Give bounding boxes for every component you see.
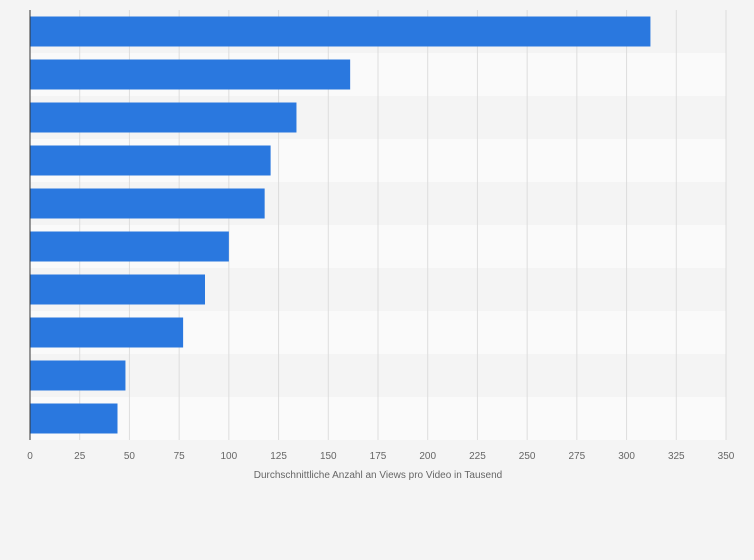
x-tick-label: 25 [74, 451, 86, 462]
bar [30, 16, 651, 47]
x-tick-label: 250 [519, 451, 536, 462]
bar [30, 188, 265, 219]
x-tick-label: 300 [618, 451, 635, 462]
x-tick-label: 125 [270, 451, 287, 462]
x-tick-label: 75 [174, 451, 186, 462]
bar [30, 145, 271, 176]
x-tick-label: 275 [569, 451, 586, 462]
x-tick-label: 325 [668, 451, 685, 462]
x-tick-label: 200 [419, 451, 436, 462]
x-tick-label: 350 [718, 451, 735, 462]
bars [30, 16, 651, 434]
x-tick-label: 150 [320, 451, 337, 462]
x-axis-ticks: 0 25 50 75 100 125 150 175 200 225 250 275 300 325 350 [27, 451, 735, 462]
bar [30, 102, 297, 133]
x-axis-title: Durchschnittliche Anzahl an Views pro Vi… [254, 470, 503, 481]
bar [30, 231, 229, 262]
x-tick-label: 175 [370, 451, 387, 462]
bar [30, 403, 118, 434]
x-tick-label: 225 [469, 451, 486, 462]
bar [30, 360, 126, 391]
x-tick-label: 0 [27, 451, 33, 462]
bar [30, 274, 205, 305]
bar [30, 59, 351, 90]
bar [30, 317, 184, 348]
x-tick-label: 100 [221, 451, 238, 462]
x-tick-label: 50 [124, 451, 136, 462]
